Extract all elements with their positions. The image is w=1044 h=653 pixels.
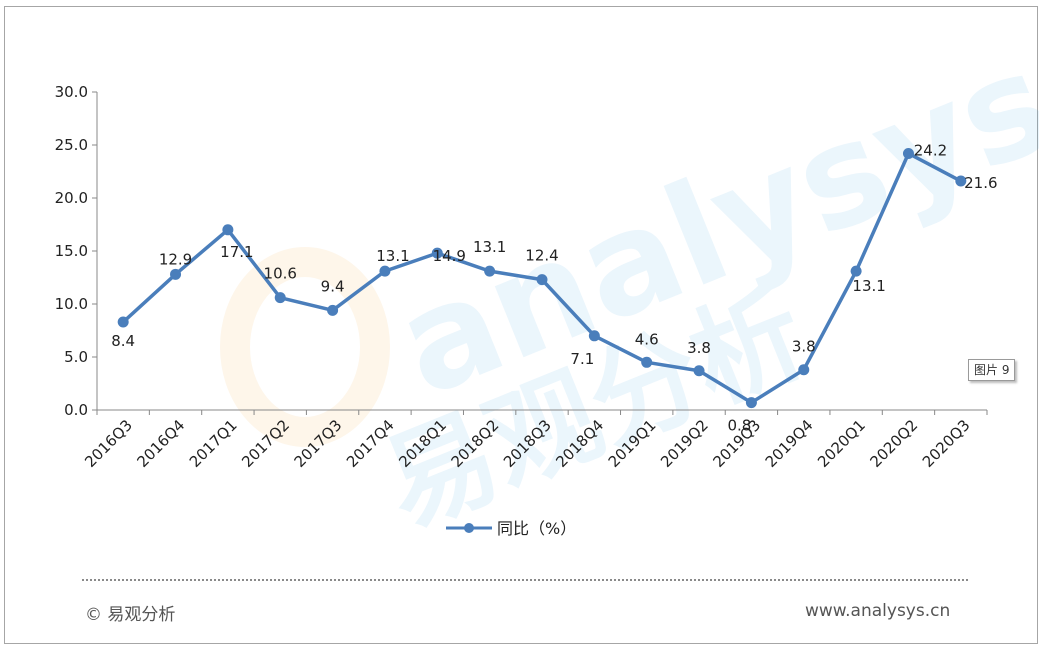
data-point: [588, 330, 600, 342]
footer-divider: [82, 579, 968, 581]
data-point: [536, 274, 548, 286]
website-link[interactable]: www.analysys.cn: [805, 601, 951, 621]
y-tick-label: 25.0: [55, 136, 88, 154]
data-point: [484, 265, 496, 277]
legend-marker: [464, 523, 474, 533]
data-label: 17.1: [220, 243, 253, 261]
data-point: [641, 356, 653, 368]
y-axis-ticks: 0.0 5.0 10.0 15.0 20.0 25.0 30.0: [55, 83, 97, 419]
data-label: 8.4: [111, 332, 135, 350]
x-tick-label: 2020Q3: [919, 416, 974, 471]
data-point: [117, 316, 129, 328]
data-label: 3.8: [792, 338, 816, 356]
x-tick-label: 2016Q4: [134, 416, 189, 471]
data-point: [798, 364, 810, 376]
data-label: 14.9: [433, 247, 466, 265]
copyright-text: © 易观分析: [85, 605, 176, 625]
y-tick-label: 10.0: [55, 295, 88, 313]
data-point: [274, 292, 286, 304]
x-tick-label: 2020Q1: [814, 416, 869, 471]
data-label: 3.8: [687, 339, 711, 357]
legend: 同比（%）: [446, 519, 576, 538]
y-tick-label: 30.0: [55, 83, 88, 101]
x-tick-label: 2019Q4: [762, 416, 817, 471]
data-point: [222, 224, 234, 236]
data-label: 21.6: [964, 174, 997, 192]
data-point: [955, 175, 967, 187]
data-label: 12.4: [525, 247, 558, 265]
data-point: [431, 247, 443, 259]
y-tick-label: 5.0: [64, 348, 88, 366]
data-labels: 8.4 12.9 17.1 10.6 9.4 13.1 14.9 13.1 12.4 7.1 4.6…: [111, 141, 997, 434]
chart-frame: analysys 易观分析 0.0 5.0 10.0 15.0 20.0 25.0 30.0…: [4, 6, 1039, 644]
image-badge: 图片 9: [968, 359, 1016, 381]
data-point: [850, 265, 862, 277]
data-label: 4.6: [635, 330, 659, 348]
y-tick-label: 0.0: [64, 401, 88, 419]
data-point: [170, 268, 182, 280]
data-point: [902, 147, 914, 159]
data-point: [327, 304, 339, 316]
data-point: [745, 397, 757, 409]
y-tick-label: 20.0: [55, 189, 88, 207]
data-label: 13.1: [376, 247, 409, 265]
data-label: 0.8: [727, 417, 751, 435]
y-tick-label: 15.0: [55, 242, 88, 260]
series-group: [117, 147, 967, 409]
data-label: 7.1: [570, 350, 594, 368]
data-label: 13.1: [852, 277, 885, 295]
data-label: 10.6: [264, 265, 297, 283]
data-point: [693, 365, 705, 377]
data-label: 12.9: [159, 250, 192, 268]
watermark-logo: analysys 易观分析: [220, 20, 1039, 551]
watermark-ring-icon: [220, 247, 390, 447]
data-label: 13.1: [473, 238, 506, 256]
data-label: 24.2: [914, 141, 947, 159]
legend-label: 同比（%）: [497, 519, 576, 538]
data-point: [379, 265, 391, 277]
x-tick-label: 2016Q3: [81, 416, 136, 471]
line-chart: analysys 易观分析 0.0 5.0 10.0 15.0 20.0 25.0 30.0…: [55, 20, 1039, 551]
x-tick-label: 2017Q1: [186, 416, 241, 471]
x-tick-label: 2020Q2: [866, 416, 921, 471]
data-label: 9.4: [321, 277, 345, 295]
